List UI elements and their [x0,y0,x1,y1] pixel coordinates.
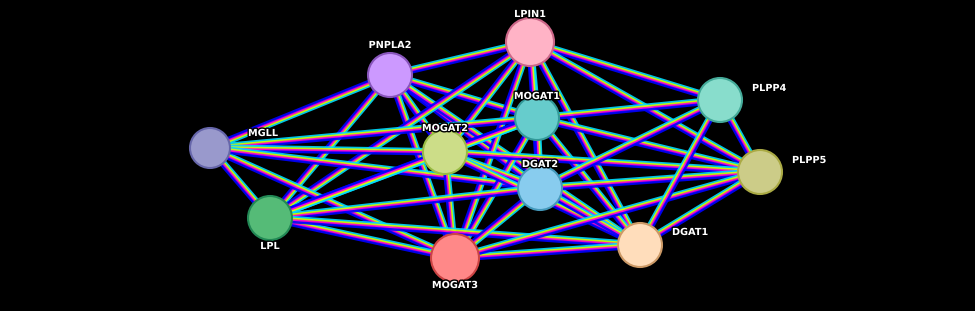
Text: LPIN1: LPIN1 [514,9,546,19]
Text: LPL: LPL [260,241,280,251]
Text: PLPP4: PLPP4 [752,83,787,93]
Circle shape [618,223,662,267]
Circle shape [698,78,742,122]
Text: MOGAT1: MOGAT1 [514,91,560,101]
Text: MGLL: MGLL [248,128,278,138]
Circle shape [190,128,230,168]
Circle shape [515,96,559,140]
Circle shape [368,53,412,97]
Text: PNPLA2: PNPLA2 [369,40,411,50]
Text: MOGAT2: MOGAT2 [422,123,468,133]
Circle shape [738,150,782,194]
Circle shape [248,196,292,240]
Circle shape [518,166,562,210]
Text: DGAT2: DGAT2 [522,159,558,169]
Circle shape [506,18,554,66]
Circle shape [431,234,479,282]
Text: DGAT1: DGAT1 [672,227,708,237]
Text: PLPP5: PLPP5 [792,155,827,165]
Circle shape [423,130,467,174]
Text: MOGAT3: MOGAT3 [432,280,478,290]
